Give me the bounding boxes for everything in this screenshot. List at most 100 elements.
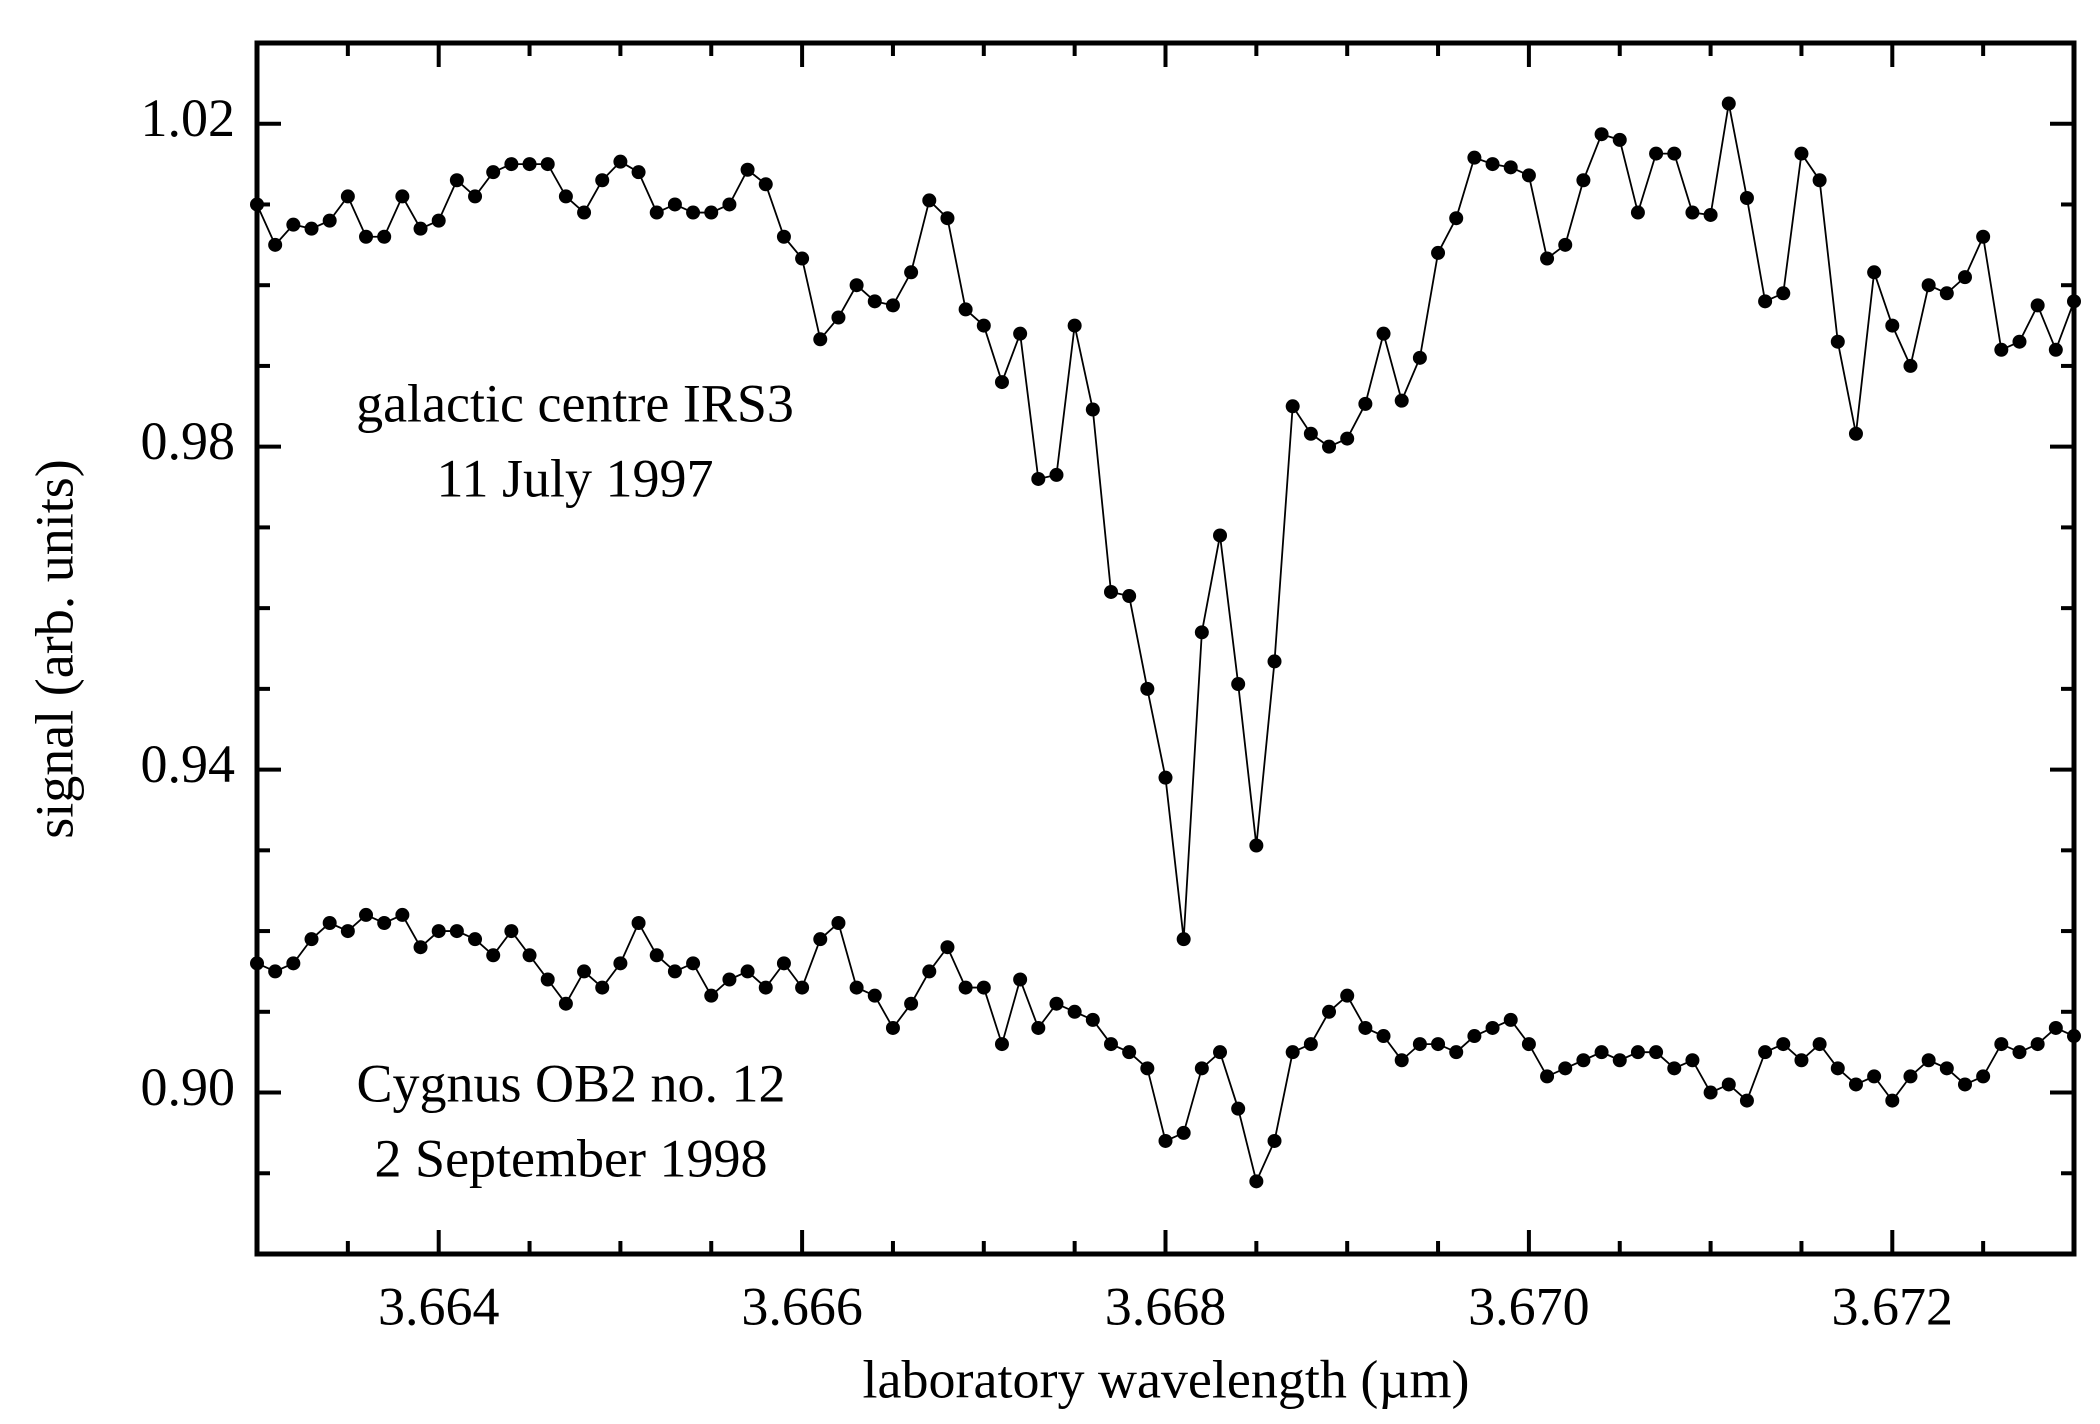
data-point bbox=[1449, 1045, 1464, 1060]
data-point bbox=[686, 956, 701, 971]
data-point bbox=[867, 988, 882, 1003]
data-point bbox=[1612, 132, 1627, 147]
data-point bbox=[1213, 528, 1228, 543]
data-point bbox=[1521, 1037, 1536, 1052]
data-point bbox=[1540, 251, 1555, 266]
data-point bbox=[1467, 150, 1482, 165]
data-point bbox=[1122, 589, 1137, 604]
data-point bbox=[1649, 146, 1664, 161]
annotation: Cygnus OB2 no. 12 bbox=[356, 1053, 785, 1113]
data-point bbox=[1558, 237, 1573, 252]
data-point bbox=[250, 197, 264, 212]
data-point bbox=[558, 996, 573, 1011]
data-point bbox=[958, 980, 973, 995]
data-point bbox=[1721, 1077, 1736, 1092]
y-tick-label: 0.90 bbox=[141, 1057, 236, 1117]
data-point bbox=[1394, 1053, 1409, 1068]
data-point bbox=[686, 205, 701, 220]
data-point bbox=[1267, 1133, 1282, 1148]
data-point bbox=[1485, 1020, 1500, 1035]
data-point bbox=[413, 940, 428, 955]
data-point bbox=[449, 924, 464, 939]
data-point bbox=[1867, 1069, 1882, 1084]
data-point bbox=[649, 948, 664, 963]
data-point bbox=[359, 907, 374, 922]
data-point bbox=[958, 302, 973, 317]
data-point bbox=[631, 165, 646, 180]
data-point bbox=[1739, 191, 1754, 206]
data-point bbox=[1739, 1093, 1754, 1108]
data-point bbox=[340, 924, 355, 939]
data-point bbox=[776, 956, 791, 971]
data-point bbox=[377, 229, 392, 244]
data-point bbox=[1176, 932, 1191, 947]
data-point bbox=[522, 948, 537, 963]
data-point bbox=[1158, 770, 1173, 785]
data-point bbox=[940, 940, 955, 955]
annotation: 2 September 1998 bbox=[375, 1128, 768, 1188]
data-point bbox=[250, 956, 264, 971]
data-point bbox=[1685, 205, 1700, 220]
data-point bbox=[1830, 334, 1845, 349]
data-point bbox=[2067, 1029, 2081, 1044]
data-point bbox=[449, 173, 464, 188]
data-point bbox=[1540, 1069, 1555, 1084]
data-point bbox=[2067, 294, 2081, 309]
data-point bbox=[577, 205, 592, 220]
data-point bbox=[340, 189, 355, 204]
x-tick-label: 3.668 bbox=[1105, 1276, 1227, 1336]
data-point bbox=[1176, 1125, 1191, 1140]
data-point bbox=[1249, 838, 1264, 853]
data-point bbox=[976, 318, 991, 333]
data-point bbox=[504, 924, 519, 939]
data-point bbox=[2048, 1020, 2063, 1035]
data-point bbox=[1812, 173, 1827, 188]
data-point bbox=[377, 915, 392, 930]
data-point bbox=[667, 964, 682, 979]
data-point bbox=[1140, 681, 1155, 696]
data-point bbox=[976, 980, 991, 995]
data-point bbox=[1449, 211, 1464, 226]
data-point bbox=[795, 980, 810, 995]
data-point bbox=[1903, 1069, 1918, 1084]
y-tick-label: 0.98 bbox=[141, 411, 236, 471]
data-point bbox=[1322, 439, 1337, 454]
data-point bbox=[395, 189, 410, 204]
data-point bbox=[1267, 654, 1282, 669]
data-point bbox=[1703, 207, 1718, 222]
data-point bbox=[1939, 1061, 1954, 1076]
data-point bbox=[849, 278, 864, 293]
data-point bbox=[1994, 342, 2009, 357]
data-point bbox=[613, 956, 628, 971]
data-point bbox=[631, 915, 646, 930]
data-point bbox=[1285, 399, 1300, 414]
data-point bbox=[1467, 1029, 1482, 1044]
data-point bbox=[1867, 265, 1882, 280]
data-point bbox=[558, 189, 573, 204]
data-point bbox=[849, 980, 864, 995]
x-tick-label: 3.664 bbox=[378, 1276, 500, 1336]
data-point bbox=[468, 189, 483, 204]
data-point bbox=[286, 956, 301, 971]
data-point bbox=[1758, 294, 1773, 309]
data-point bbox=[2030, 298, 2045, 313]
data-point bbox=[885, 298, 900, 313]
data-point bbox=[994, 1037, 1009, 1052]
data-point bbox=[1521, 168, 1536, 183]
data-point bbox=[1394, 393, 1409, 408]
x-tick-label: 3.666 bbox=[741, 1276, 863, 1336]
x-axis-label: laboratory wavelength (µm) bbox=[863, 1349, 1470, 1409]
data-point bbox=[1049, 996, 1064, 1011]
data-point bbox=[1431, 245, 1446, 260]
data-point bbox=[413, 221, 428, 236]
data-point bbox=[2012, 1045, 2027, 1060]
data-point bbox=[1158, 1133, 1173, 1148]
y-tick-label: 1.02 bbox=[141, 88, 236, 148]
data-point bbox=[613, 154, 628, 169]
data-point bbox=[1140, 1061, 1155, 1076]
data-point bbox=[1848, 426, 1863, 441]
data-point bbox=[922, 193, 937, 208]
data-point bbox=[1885, 318, 1900, 333]
data-point bbox=[1122, 1045, 1137, 1060]
data-point bbox=[1685, 1053, 1700, 1068]
